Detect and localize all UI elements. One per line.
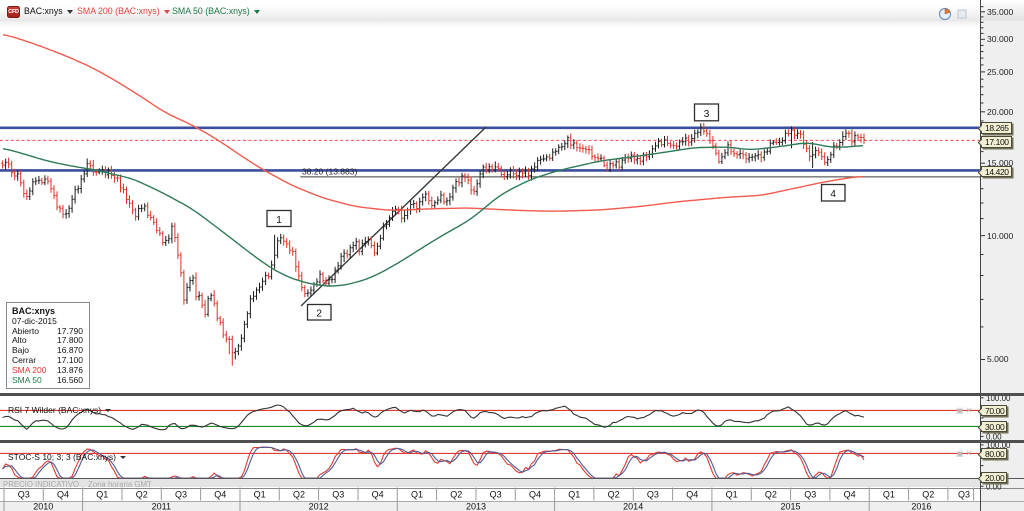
- svg-text:Q3: Q3: [804, 490, 816, 500]
- svg-text:Q1: Q1: [411, 490, 423, 500]
- svg-text:Q4: Q4: [214, 490, 226, 500]
- svg-text:25.000: 25.000: [987, 67, 1014, 77]
- svg-text:Q2: Q2: [608, 490, 620, 500]
- svg-text:20.000: 20.000: [987, 107, 1014, 117]
- svg-text:2010: 2010: [33, 502, 53, 511]
- svg-text:35.000: 35.000: [987, 7, 1014, 17]
- svg-text:Q1: Q1: [726, 490, 738, 500]
- svg-text:2013: 2013: [466, 502, 486, 511]
- svg-text:30.000: 30.000: [987, 34, 1014, 44]
- svg-text:2011: 2011: [152, 502, 171, 511]
- svg-text:4: 4: [830, 189, 836, 200]
- svg-text:0.00: 0.00: [986, 432, 1002, 441]
- svg-text:15.000: 15.000: [987, 158, 1014, 168]
- svg-text:2012: 2012: [309, 502, 329, 511]
- svg-text:Q3: Q3: [332, 490, 344, 500]
- svg-text:Q3: Q3: [647, 490, 659, 500]
- svg-text:1: 1: [276, 215, 282, 226]
- svg-text:Q4: Q4: [57, 490, 69, 500]
- svg-text:Q1: Q1: [254, 490, 266, 500]
- svg-text:Q2: Q2: [450, 490, 462, 500]
- svg-text:Q4: Q4: [372, 490, 384, 500]
- svg-text:Q1: Q1: [883, 490, 895, 500]
- svg-text:2016: 2016: [911, 502, 931, 511]
- svg-text:Q2: Q2: [136, 490, 148, 500]
- svg-text:2015: 2015: [780, 502, 800, 511]
- svg-text:Q3: Q3: [18, 490, 30, 500]
- svg-text:Q3: Q3: [175, 490, 187, 500]
- svg-text:Q4: Q4: [529, 490, 541, 500]
- svg-text:Q3: Q3: [490, 490, 502, 500]
- svg-text:Q2: Q2: [922, 490, 934, 500]
- svg-text:3: 3: [704, 109, 710, 120]
- svg-text:5.000: 5.000: [987, 354, 1009, 364]
- svg-text:2014: 2014: [623, 502, 643, 511]
- svg-text:Q2: Q2: [765, 490, 777, 500]
- svg-text:2: 2: [316, 309, 322, 320]
- svg-text:10.000: 10.000: [987, 231, 1014, 241]
- svg-text:Q1: Q1: [96, 490, 108, 500]
- svg-text:100.00: 100.00: [986, 441, 1011, 450]
- svg-text:38.20 (13.883): 38.20 (13.883): [302, 167, 357, 177]
- svg-text:Q4: Q4: [844, 490, 856, 500]
- svg-text:0.00: 0.00: [986, 482, 1002, 491]
- svg-text:Q2: Q2: [293, 490, 305, 500]
- svg-text:Q3: Q3: [958, 490, 970, 500]
- svg-text:Q4: Q4: [686, 490, 698, 500]
- svg-text:100.00: 100.00: [986, 394, 1011, 403]
- svg-text:Q1: Q1: [568, 490, 580, 500]
